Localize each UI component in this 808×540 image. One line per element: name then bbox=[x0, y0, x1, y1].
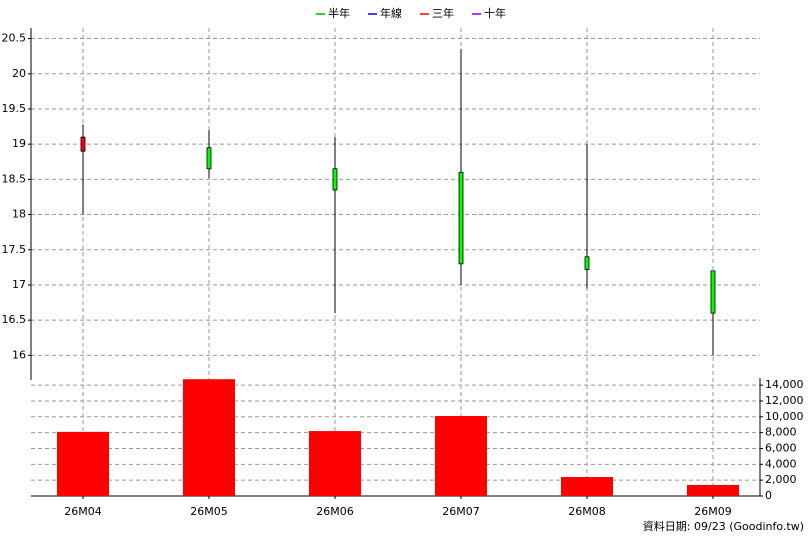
y2-tick-label: 6,000 bbox=[765, 441, 797, 454]
y-tick-label: 16.5 bbox=[2, 313, 27, 326]
candle-body bbox=[710, 270, 716, 314]
y-tick-label: 18 bbox=[12, 208, 26, 221]
note: 資料日期: 09/23 (Goodinfo.tw) bbox=[643, 519, 804, 533]
candle-body bbox=[584, 256, 590, 270]
legend-label: 三年 bbox=[432, 6, 454, 20]
legend-label: 十年 bbox=[484, 6, 506, 20]
y-tick-label: 20 bbox=[12, 67, 26, 80]
y-tick-label: 19 bbox=[12, 137, 26, 150]
y2-tick-label: 12,000 bbox=[765, 394, 804, 407]
y2-tick-label: 8,000 bbox=[765, 426, 797, 439]
candle-body bbox=[206, 147, 212, 170]
x-tick-label: 26M04 bbox=[64, 505, 102, 518]
y2-tick-label: 10,000 bbox=[765, 410, 804, 423]
y-tick-label: 20.5 bbox=[2, 32, 27, 45]
candle-body bbox=[458, 171, 464, 265]
y-tick-label: 18.5 bbox=[2, 172, 27, 185]
y-tick-label: 16 bbox=[12, 348, 26, 361]
volume-bar bbox=[561, 476, 613, 496]
x-tick-label: 26M09 bbox=[694, 505, 732, 518]
candle-body bbox=[332, 168, 338, 191]
y2-tick-label: 0 bbox=[765, 489, 772, 502]
y2-tick-label: 2,000 bbox=[765, 473, 797, 486]
volume-bar bbox=[435, 416, 487, 496]
x-tick-label: 26M07 bbox=[442, 505, 480, 518]
y2-tick-label: 14,000 bbox=[765, 378, 804, 391]
y-tick-label: 17.5 bbox=[2, 243, 27, 256]
x-tick-label: 26M08 bbox=[568, 505, 606, 518]
legend-label: 年線 bbox=[380, 6, 402, 20]
x-tick-label: 26M05 bbox=[190, 505, 228, 518]
y-tick-label: 19.5 bbox=[2, 102, 27, 115]
volume-bar bbox=[183, 379, 235, 496]
x-tick-label: 26M06 bbox=[316, 505, 354, 518]
volume-bar bbox=[687, 484, 739, 496]
volume-bar bbox=[309, 431, 361, 496]
candle-body bbox=[80, 136, 86, 152]
legend-label: 半年 bbox=[328, 6, 350, 20]
y2-tick-label: 4,000 bbox=[765, 457, 797, 470]
y-tick-label: 17 bbox=[12, 278, 26, 291]
volume-bar bbox=[57, 431, 109, 496]
